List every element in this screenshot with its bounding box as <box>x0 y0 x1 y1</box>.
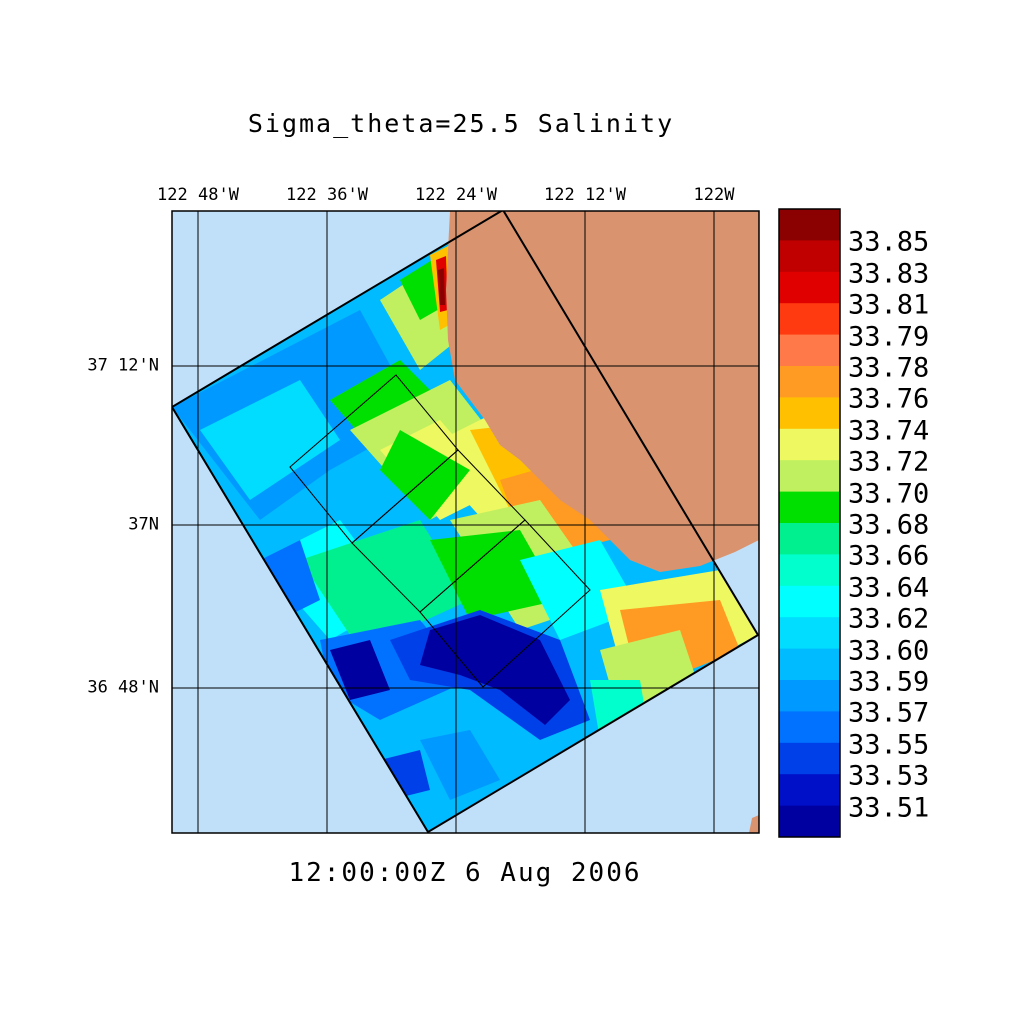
colorbar-border <box>778 208 841 838</box>
lon-label-122-12w: 122 12'W <box>544 185 626 205</box>
colorbar-tick-label: 33.68 <box>848 509 930 541</box>
colorbar-swatch <box>779 585 840 618</box>
colorbar-swatch <box>779 648 840 681</box>
lon-label-122-48w: 122 48'W <box>157 185 239 205</box>
model-domain-outline <box>172 211 759 833</box>
lon-label-122w: 122W <box>693 185 735 205</box>
colorbar-swatch <box>779 334 840 367</box>
colorbar-swatch <box>779 805 840 838</box>
colorbar-tick-label: 33.85 <box>848 226 930 258</box>
subdomain-box-3 <box>419 519 591 688</box>
colorbar-swatch <box>779 523 840 555</box>
colorbar-tick-label: 33.64 <box>848 572 930 604</box>
colorbar-swatch <box>779 209 840 241</box>
colorbar-tick-label: 33.55 <box>848 729 930 761</box>
coastline-land <box>446 211 759 572</box>
colorbar-swatch <box>779 397 840 430</box>
colorbar-swatch <box>779 617 840 650</box>
colorbar-tick-label: 33.59 <box>848 666 930 698</box>
colorbar-tick-label: 33.62 <box>848 603 930 635</box>
colorbar-swatch <box>779 711 840 744</box>
lat-label-36-48n: 36 48'N <box>87 677 159 698</box>
colorbar-tick-label: 33.83 <box>848 258 930 290</box>
lat-label-37n: 37N <box>128 514 159 535</box>
colorbar-swatch <box>779 742 840 775</box>
lon-label-122-24w: 122 24'W <box>415 185 497 205</box>
graticule <box>172 211 759 833</box>
colorbar-swatch <box>779 428 840 461</box>
colorbar-tick-label: 33.53 <box>848 760 930 792</box>
colorbar-tick-label: 33.81 <box>848 289 930 321</box>
colorbar-tick-label: 33.51 <box>848 792 930 824</box>
colorbar-tick-label: 33.60 <box>848 635 930 667</box>
lat-label-37-12n: 37 12'N <box>87 355 159 376</box>
colorbar-swatch <box>779 366 840 398</box>
colorbar-swatch <box>779 240 840 273</box>
map-frame <box>171 210 760 834</box>
colorbar-swatch <box>779 491 840 524</box>
colorbar-swatch <box>779 303 840 336</box>
colorbar-swatch <box>779 271 840 304</box>
colorbar-tick-label: 33.76 <box>848 383 930 415</box>
colorbar-swatch <box>779 554 840 587</box>
colorbar-swatch <box>779 460 840 493</box>
colorbar-swatch <box>779 680 840 712</box>
colorbar-tick-label: 33.70 <box>848 478 930 510</box>
timestamp: 12:00:00Z 6 Aug 2006 <box>288 858 642 888</box>
colorbar <box>778 208 841 838</box>
colorbar-swatch <box>779 774 840 807</box>
colorbar-tick-label: 33.57 <box>848 697 930 729</box>
land-fragment <box>749 815 759 833</box>
colorbar-tick-label: 33.74 <box>848 415 930 447</box>
colorbar-tick-label: 33.66 <box>848 540 930 572</box>
colorbar-tick-label: 33.78 <box>848 352 930 384</box>
colorbar-tick-label: 33.72 <box>848 446 930 478</box>
colorbar-tick-label: 33.79 <box>848 321 930 353</box>
map-title: Sigma_theta=25.5 Salinity <box>247 109 675 138</box>
lon-label-122-36w: 122 36'W <box>286 185 368 205</box>
